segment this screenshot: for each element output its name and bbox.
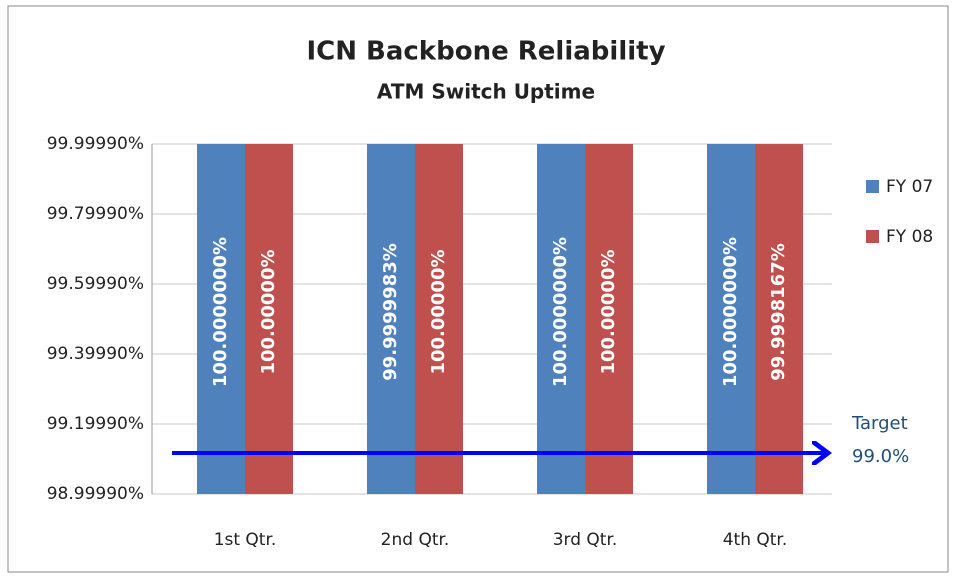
bar [197, 144, 245, 494]
bar [367, 144, 415, 494]
value-label: 100.00000% [598, 249, 619, 374]
x-tick-label: 2nd Qtr. [381, 530, 450, 550]
x-tick-label: 3rd Qtr. [553, 530, 618, 550]
bar [415, 144, 463, 494]
annotation: 99.0% [852, 446, 909, 467]
plot-area: 98.99990% 99.19990% 99.39990% 99.59990% 99.7… [47, 134, 832, 550]
value-label: 100.00000% [258, 249, 279, 374]
y-tick-label: 99.39990% [47, 344, 144, 364]
legend-swatch [866, 230, 879, 243]
value-label: 100.0000000% [210, 237, 231, 387]
value-label: 99.9998167% [768, 243, 789, 381]
y-tick-label: 98.99990% [47, 484, 144, 504]
y-tick-label: 99.19990% [47, 414, 144, 434]
bar [707, 144, 755, 494]
legend-label: FY 08 [886, 227, 933, 247]
value-label: 100.0000000% [550, 237, 571, 387]
chart-title: ICN Backbone Reliability [306, 37, 665, 67]
legend-swatch [866, 180, 879, 193]
y-tick-label: 99.99990% [47, 134, 144, 154]
bar [585, 144, 633, 494]
value-label: 99.9999983% [380, 243, 401, 381]
chart-subtitle: ATM Switch Uptime [377, 80, 595, 104]
bar [245, 144, 293, 494]
x-tick-label: 1st Qtr. [214, 530, 277, 550]
legend: FY 07 FY 08 [866, 177, 933, 247]
bar [537, 144, 585, 494]
bars [197, 144, 803, 494]
legend-label: FY 07 [886, 177, 933, 197]
y-tick-label: 99.79990% [47, 204, 144, 224]
x-tick-label: 4th Qtr. [723, 530, 788, 550]
y-tick-label: 99.59990% [47, 274, 144, 294]
value-label: 100.0000000% [720, 237, 741, 387]
value-label: 100.00000% [428, 249, 449, 374]
annotation: Target [851, 413, 908, 434]
value-labels: 100.0000000% 100.00000% 99.9999983% 100.000… [210, 237, 789, 387]
bar [755, 144, 803, 494]
